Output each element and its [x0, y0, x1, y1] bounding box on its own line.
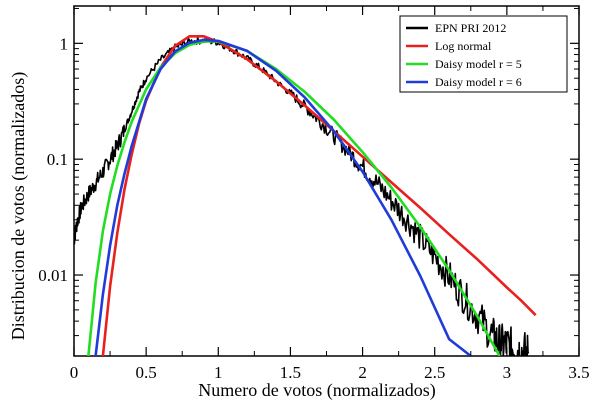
x-tick-label: 3: [503, 363, 512, 382]
axes: 0 0.5 1 1.5 2 2.5 3 3.5 0.01 0.1 1: [38, 6, 590, 382]
x-tick-label: 0: [70, 363, 79, 382]
x-tick-label: 2: [358, 363, 367, 382]
x-axis-label: Numero de votos (normalizados): [198, 380, 435, 401]
x-tick-label: 2.5: [424, 363, 445, 382]
y-tick-label: 0.01: [38, 266, 68, 285]
y-axis-label: Distribucion de votos (normalizados): [8, 72, 29, 340]
x-tick-label: 0.5: [136, 363, 157, 382]
series-line-2: [101, 35, 537, 356]
y-tick-label: 1: [60, 34, 69, 53]
legend-label: Daisy model r = 6: [435, 75, 522, 89]
legend: EPN PRI 2012 Log normal Daisy model r = 5 D…: [399, 15, 568, 93]
legend-label: EPN PRI 2012: [435, 21, 506, 35]
series-line-4: [94, 38, 472, 356]
series-line-3: [87, 40, 501, 356]
x-tick-label: 1: [214, 363, 223, 382]
series-lines: [74, 35, 537, 356]
legend-label: Daisy model r = 5: [435, 57, 522, 71]
x-tick-label: 1.5: [280, 363, 301, 382]
legend-label: Log normal: [435, 39, 492, 53]
x-tick-label: 3.5: [568, 363, 589, 382]
y-tick-label: 0.1: [47, 150, 68, 169]
